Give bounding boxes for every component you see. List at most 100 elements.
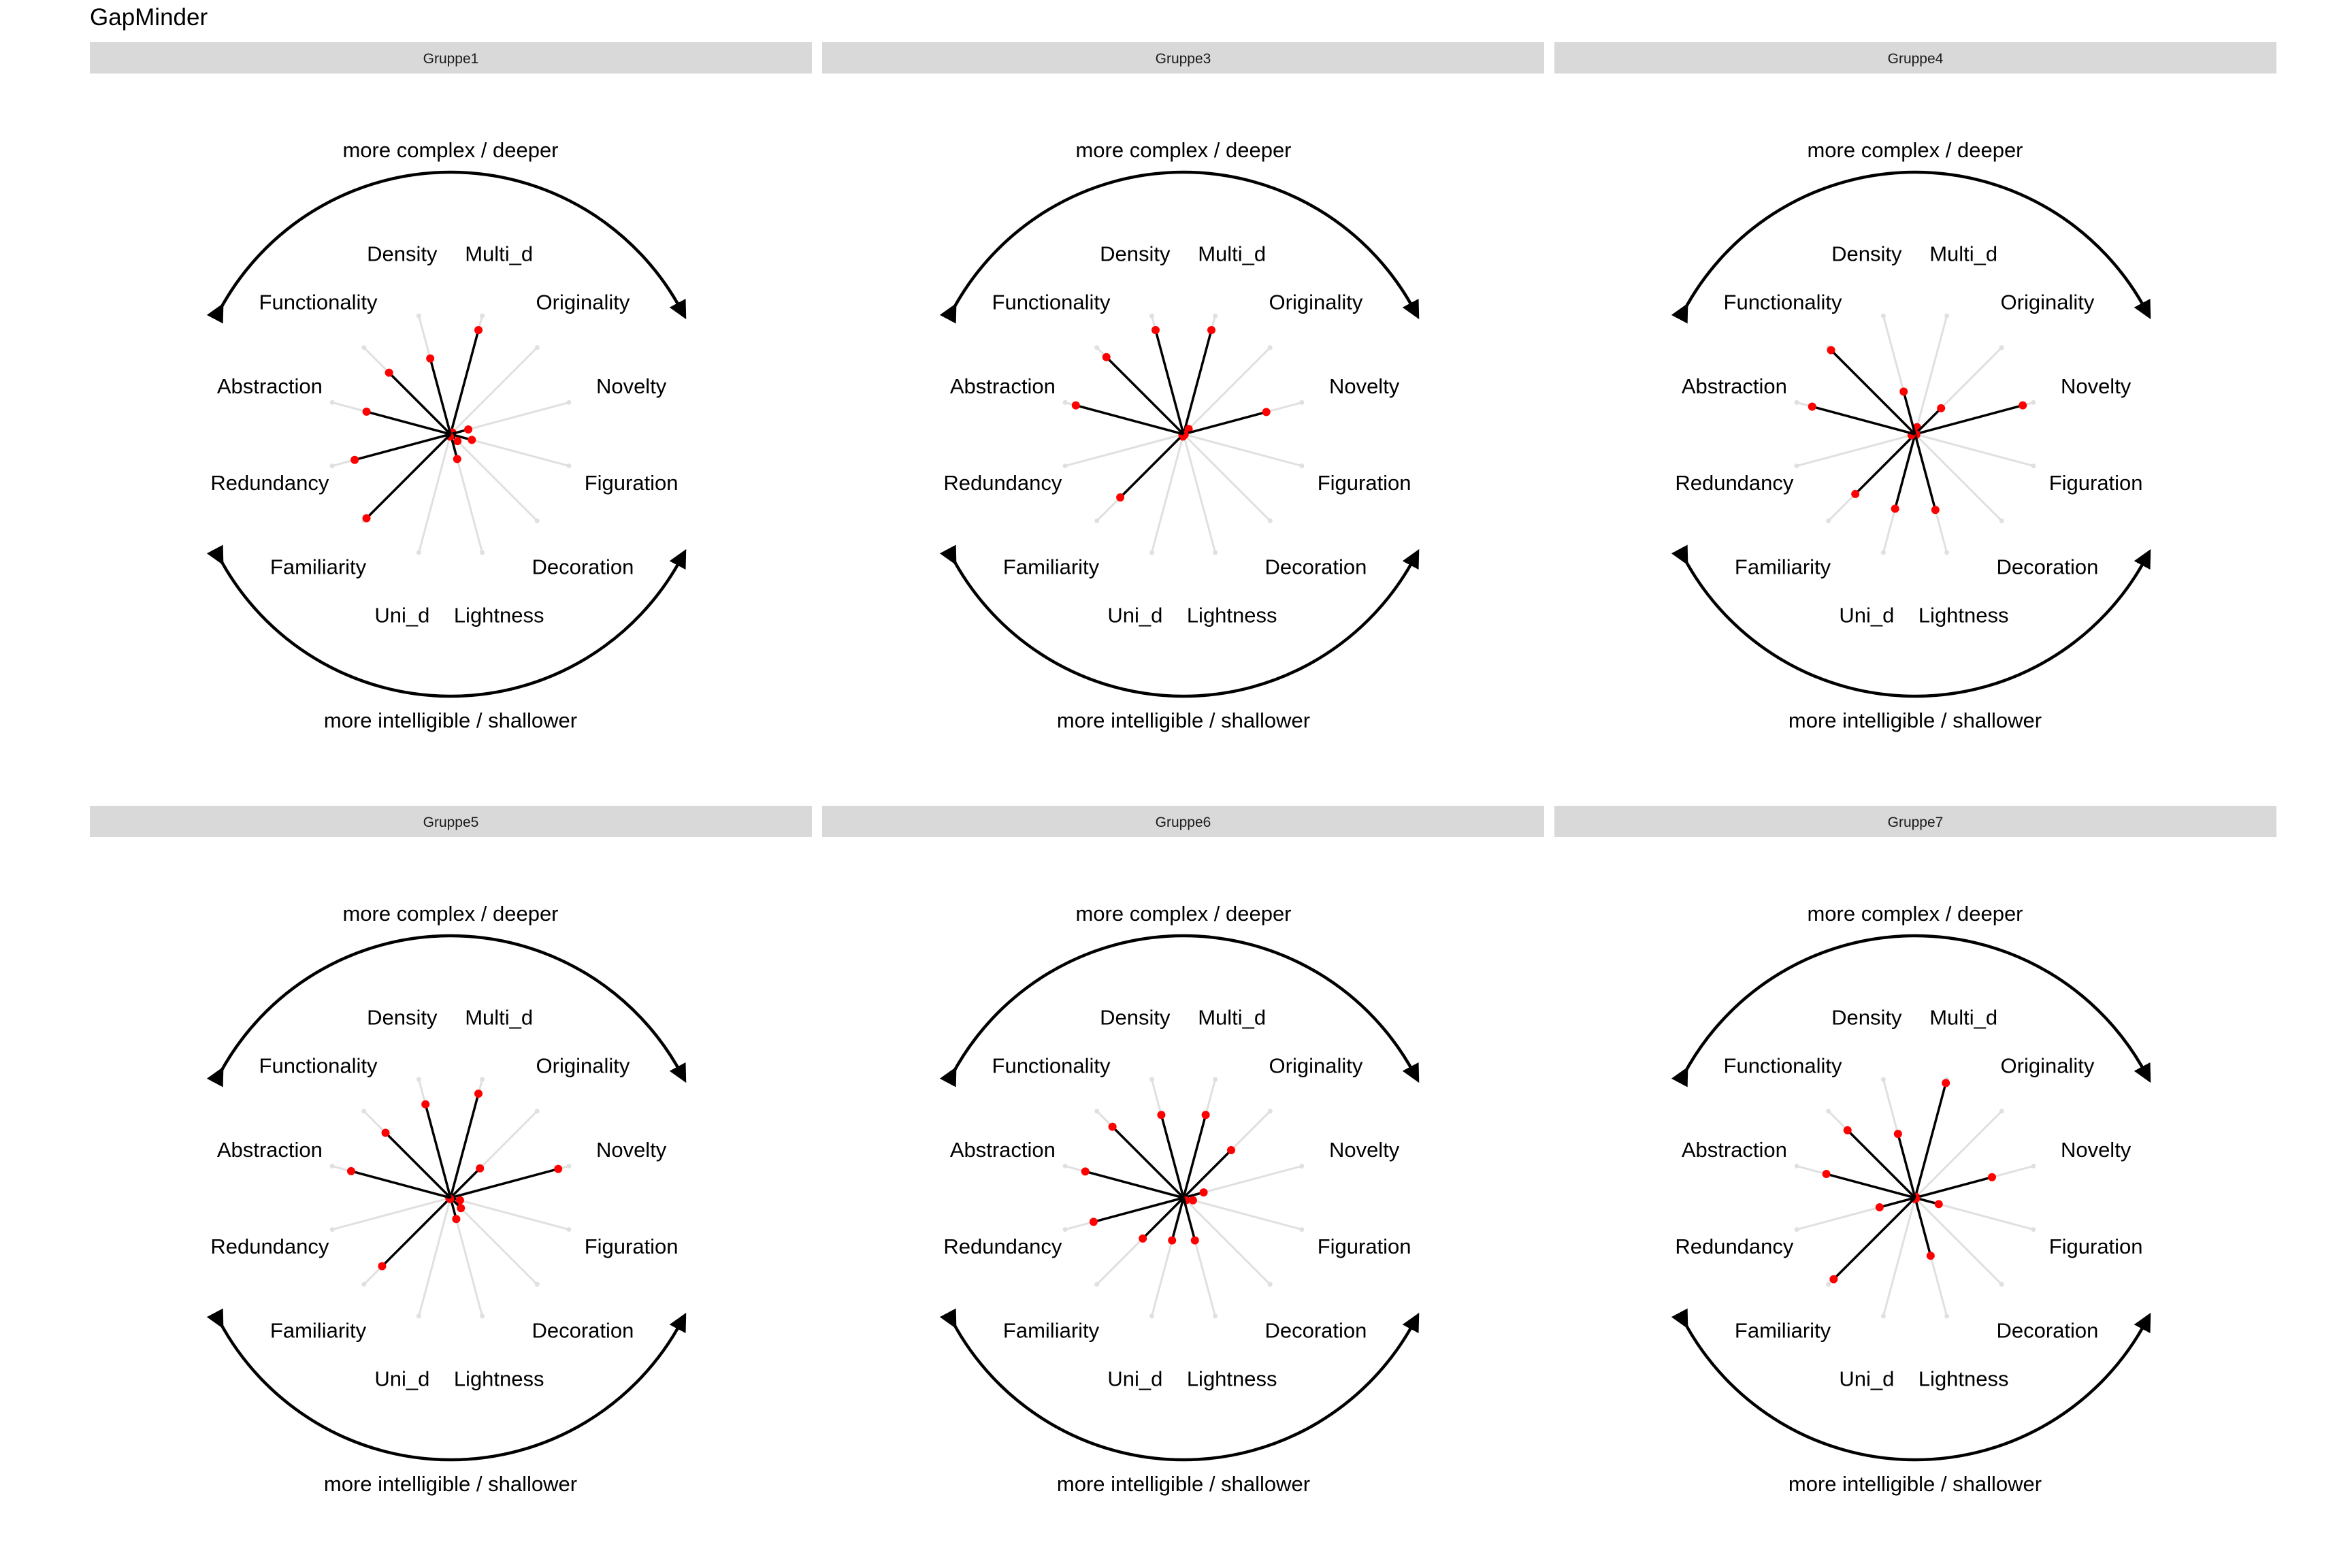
axis-label-redundancy: Redundancy [1675, 1235, 1794, 1258]
guide-end-point [2031, 463, 2036, 469]
axis-label-multi-d: Multi_d [1198, 242, 1266, 265]
guide-end-point [1149, 1077, 1154, 1082]
guide-end-point [416, 1077, 421, 1082]
axis-label-familiarity: Familiarity [270, 1318, 367, 1342]
data-point [378, 1262, 387, 1271]
annotation-bottom: more intelligible / shallower [1788, 1472, 2042, 1496]
guide-end-point [534, 1109, 540, 1114]
guide-end-point [1094, 345, 1100, 350]
data-point [1102, 353, 1111, 361]
axis-label-abstraction: Abstraction [1682, 374, 1787, 398]
guide-end-point [566, 1163, 572, 1169]
data-point [1089, 1218, 1098, 1226]
data-spoke [1914, 434, 1937, 510]
guide-end-point [1880, 550, 1886, 555]
arc-arrow-bottom [939, 544, 1420, 698]
guide-end-point [480, 550, 485, 555]
axis-label-functionality: Functionality [992, 291, 1111, 314]
data-spoke [1075, 404, 1184, 436]
data-point [1934, 1200, 1943, 1209]
data-spoke [1085, 1170, 1184, 1199]
axis-label-originality: Originality [1269, 291, 1363, 314]
data-point [1188, 1196, 1197, 1205]
guide-spoke [449, 433, 538, 522]
data-point [381, 1128, 390, 1137]
guide-end-point [329, 1163, 335, 1169]
guide-end-point [480, 313, 485, 318]
guide-end-point [1213, 550, 1218, 555]
data-point [1139, 1234, 1147, 1243]
data-spoke [1183, 410, 1267, 436]
panel-gruppe4: Gruppe4 more complex / deeper more intelli… [1554, 42, 2276, 732]
axis-label-lightness: Lightness [454, 604, 544, 627]
axis-label-density: Density [1831, 1005, 1902, 1029]
guide-end-point [2031, 1227, 2036, 1232]
axis-label-functionality: Functionality [259, 1054, 378, 1078]
axis-label-figuration: Figuration [585, 471, 679, 495]
panel-gruppe1: Gruppe1 more complex / deeper more intelli… [90, 42, 812, 732]
data-point [452, 1215, 461, 1224]
guide-spoke [331, 1196, 451, 1231]
axis-label-decoration: Decoration [532, 1318, 634, 1342]
data-spoke [1182, 1114, 1207, 1198]
data-point [1071, 401, 1080, 410]
arc-arrow-top [939, 170, 1420, 324]
data-spoke [429, 358, 452, 435]
axis-label-novelty: Novelty [596, 374, 667, 398]
guide-end-point [1826, 1109, 1831, 1114]
guide-spoke [1182, 433, 1271, 522]
data-spoke [1830, 349, 1916, 436]
data-point [476, 1164, 485, 1173]
guide-end-point [1267, 1109, 1273, 1114]
axis-label-decoration: Decoration [1264, 555, 1367, 578]
axis-label-familiarity: Familiarity [1003, 1318, 1100, 1342]
facet-strip [1554, 806, 2276, 837]
axis-label-familiarity: Familiarity [1735, 555, 1831, 578]
data-point [1190, 1236, 1199, 1245]
data-point [1937, 404, 1946, 412]
axis-label-lightness: Lightness [1187, 604, 1277, 627]
facet-strip-label: Gruppe3 [1156, 51, 1211, 67]
data-point [1108, 1122, 1117, 1131]
guide-end-point [1267, 1281, 1273, 1287]
guide-end-point [1880, 313, 1886, 318]
data-spoke [1111, 1126, 1185, 1199]
axis-label-uni-d: Uni_d [374, 604, 429, 627]
arc-arrow-bottom [939, 1308, 1420, 1462]
data-spoke [1160, 1114, 1185, 1198]
axis-label-density: Density [1831, 242, 1902, 265]
guide-spoke [1914, 433, 2034, 468]
axis-label-lightness: Lightness [454, 1367, 544, 1391]
data-spoke [1171, 1197, 1185, 1241]
data-spoke [1093, 1196, 1184, 1224]
axis-label-multi-d: Multi_d [1929, 1005, 1997, 1029]
data-point [1116, 493, 1125, 502]
panel-gruppe5: Gruppe5 more complex / deeper more intelli… [90, 806, 812, 1496]
annotation-top: more complex / deeper [1075, 902, 1291, 926]
axis-label-uni-d: Uni_d [1107, 604, 1162, 627]
guide-spoke [1150, 434, 1185, 553]
guide-end-point [1794, 1163, 1799, 1169]
guide-spoke [1183, 1196, 1303, 1231]
axis-label-decoration: Decoration [1996, 1318, 2098, 1342]
guide-end-point [416, 1313, 421, 1319]
data-point [1199, 1188, 1208, 1197]
guide-spoke [1064, 433, 1184, 468]
data-spoke [1182, 1197, 1196, 1241]
arc-arrow-bottom [206, 1308, 687, 1462]
data-point [1152, 325, 1160, 334]
data-spoke [354, 433, 451, 461]
data-spoke [449, 1167, 481, 1199]
guide-end-point [1999, 1109, 2004, 1114]
annotation-top: more complex / deeper [1807, 138, 2023, 162]
facet-strip [90, 806, 812, 837]
data-point [421, 1100, 430, 1109]
guide-end-point [1149, 550, 1154, 555]
arc-arrow-top [1671, 934, 2151, 1088]
guide-end-point [1213, 1077, 1218, 1082]
guide-end-point [1299, 1163, 1305, 1169]
data-spoke [1833, 1196, 1916, 1280]
guide-end-point [1149, 313, 1154, 318]
data-point [453, 455, 461, 463]
guide-spoke [1882, 1197, 1916, 1317]
